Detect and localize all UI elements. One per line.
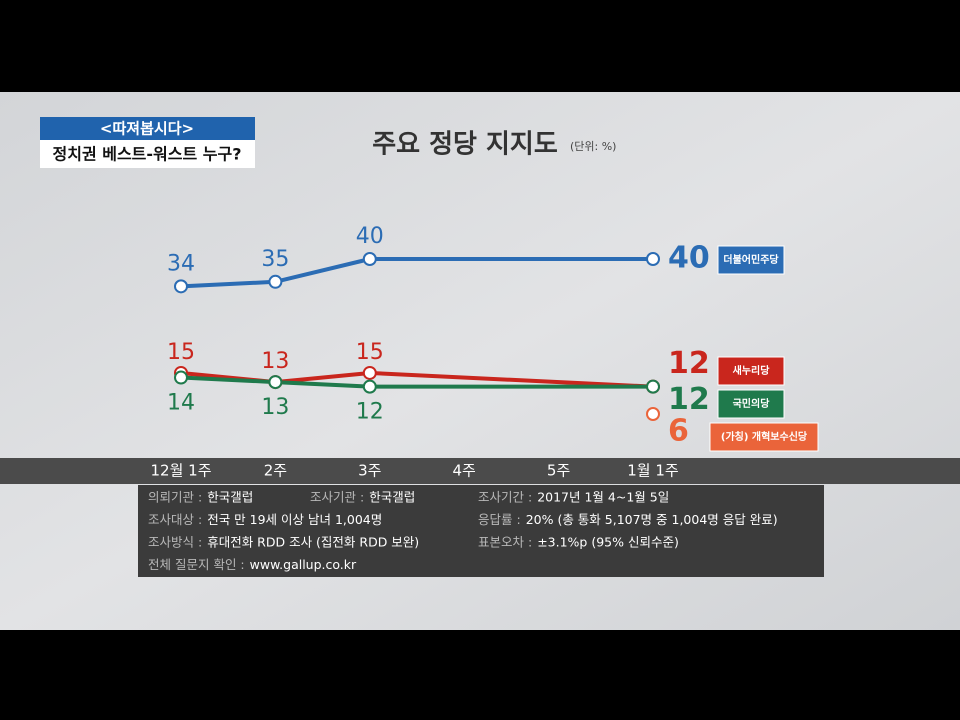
info-value: 휴대전화 RDD 조사 (집전화 RDD 보완) xyxy=(207,535,419,550)
info-value: 20% (총 통화 5,107명 중 1,004명 응답 완료) xyxy=(526,512,778,527)
legend-badge xyxy=(717,389,785,419)
legend-label: 국민의당 xyxy=(733,397,771,410)
data-point xyxy=(268,375,283,390)
info-value: ±3.1%p (95% 신뢰수준) xyxy=(537,535,679,550)
data-label: 40 xyxy=(668,241,710,276)
data-point xyxy=(362,252,377,266)
data-point xyxy=(362,365,377,380)
legend-label: (가칭) 개혁보수신당 xyxy=(721,430,808,443)
info-label: 응답률 : xyxy=(478,512,521,527)
data-label: 40 xyxy=(356,224,384,249)
data-label: 6 xyxy=(668,414,689,449)
info-value: www.gallup.co.kr xyxy=(250,557,357,572)
data-label: 12 xyxy=(356,400,384,425)
chart-title: 주요 정당 지지도 xyxy=(372,130,558,160)
legend-badge xyxy=(717,245,785,275)
tag: <따져봅시다> xyxy=(100,120,194,138)
tag-box xyxy=(40,117,255,140)
x-tick-label: 1월 1주 xyxy=(627,462,678,480)
data-point xyxy=(174,370,188,385)
data-label: 14 xyxy=(167,391,195,416)
info-label: 표본오차 : xyxy=(478,535,532,550)
unit: (단위: %) xyxy=(570,140,616,153)
x-tick-label: 3주 xyxy=(358,462,381,480)
info-label: 조사방식 : xyxy=(148,535,202,550)
data-label: 15 xyxy=(167,340,195,365)
subtitle: 정치권 베스트-워스트 누구? xyxy=(53,145,242,164)
data-label: 13 xyxy=(261,395,289,420)
info-value: 2017년 1월 4~1월 5일 xyxy=(537,490,669,505)
x-tick-label: 4주 xyxy=(453,462,476,480)
data-point xyxy=(646,407,660,421)
data-label: 12 xyxy=(668,346,710,381)
info-box xyxy=(138,485,824,577)
info-label: 조사기관 : xyxy=(310,490,364,505)
legend-badge xyxy=(717,356,785,386)
data-point xyxy=(362,379,377,394)
info-label: 조사대상 : xyxy=(148,512,202,527)
data-point xyxy=(174,279,188,294)
info-value: 한국갤럽 xyxy=(207,490,253,505)
legend-label: 새누리당 xyxy=(733,364,771,377)
x-tick-label: 12월 1주 xyxy=(151,462,212,480)
info-label: 조사기간 : xyxy=(478,490,532,505)
data-label: 12 xyxy=(668,382,710,417)
legend-label: 더불어민주당 xyxy=(723,253,779,266)
data-point xyxy=(646,379,660,394)
data-label: 34 xyxy=(167,251,195,276)
data-label: 13 xyxy=(261,349,289,374)
info-label: 의뢰기관 : xyxy=(148,490,202,505)
data-point xyxy=(268,274,283,289)
line-connector xyxy=(369,370,654,389)
info-value: 전국 만 19세 이상 남녀 1,004명 xyxy=(207,512,382,527)
data-point xyxy=(646,252,660,266)
x-tick-label: 5주 xyxy=(547,462,570,480)
x-tick-label: 2주 xyxy=(264,462,287,480)
data-label: 15 xyxy=(356,340,384,365)
subtitle-box xyxy=(40,140,255,168)
data-label: 35 xyxy=(261,247,289,272)
legend-badge xyxy=(709,422,819,452)
info-value: 한국갤럽 xyxy=(369,490,415,505)
info-label: 전체 질문지 확인 : xyxy=(148,557,245,572)
x-axis-band xyxy=(0,458,960,484)
